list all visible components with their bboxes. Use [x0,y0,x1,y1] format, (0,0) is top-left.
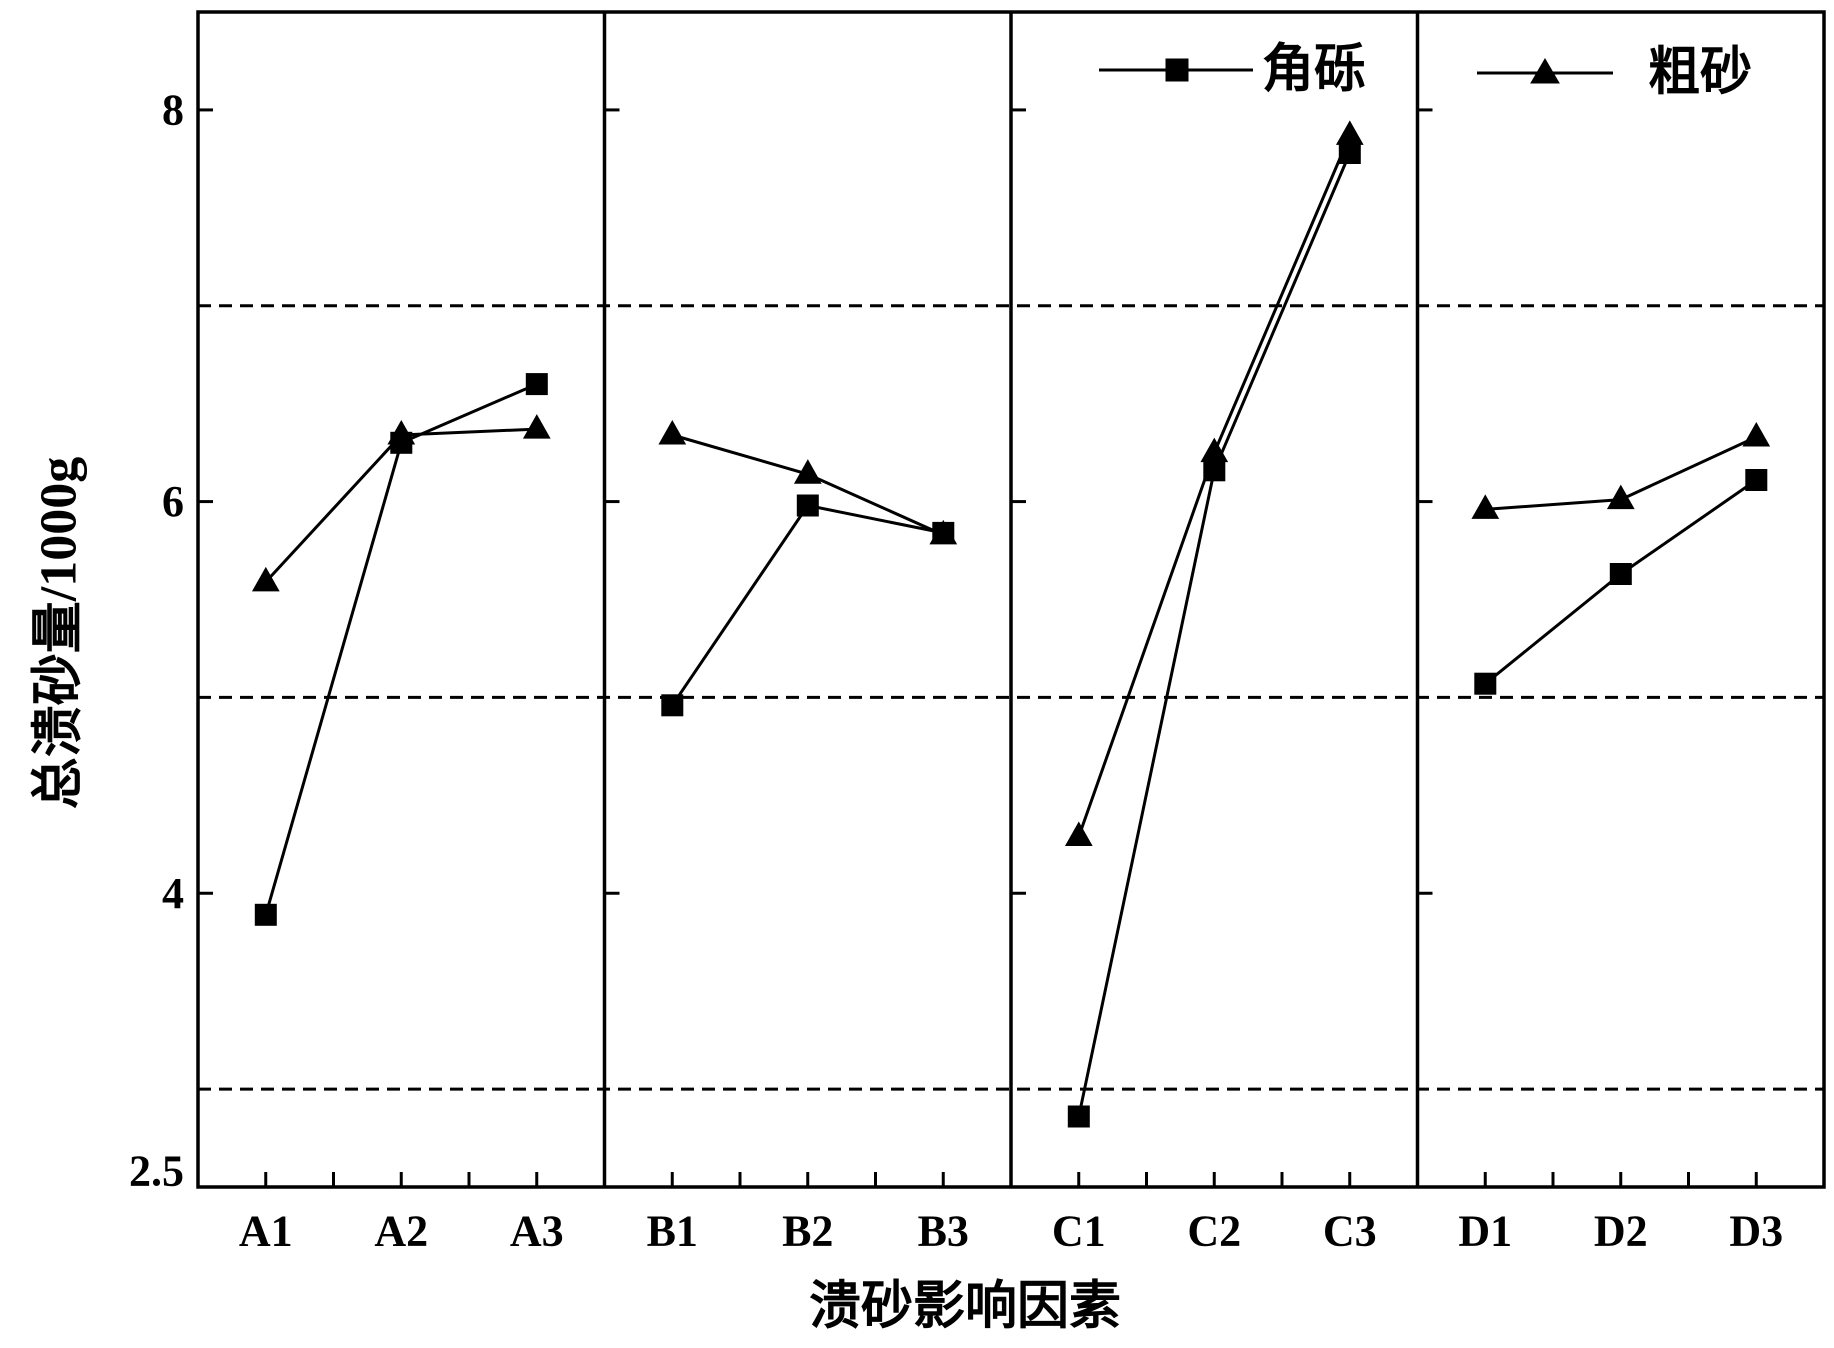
x-tick-label: C3 [1323,1207,1377,1256]
square-data-point [1474,672,1497,695]
x-tick-label: A2 [374,1207,428,1256]
square-data-point [796,494,819,517]
triangle-data-point [1471,494,1500,519]
triangle-data-point [1606,484,1635,510]
y-axis-title: 总溃砂量/1000g [30,457,88,809]
tick-labels: 2.5 4 6 8 A1 A2 A3 B1 B2 B3 C1 C2 C3 D1 D2 D3 [129,85,1783,1255]
plot-axes [196,10,1826,1189]
y-tick-label: 2.5 [129,1147,184,1196]
triangle-data-point [658,419,687,445]
x-tick-label: A3 [510,1207,564,1256]
triangle-data-point [522,414,551,439]
legend-label: 角砾 [1262,41,1366,99]
triangle-data-point [1064,821,1093,846]
square-data-point [1745,469,1768,491]
legend-item-series-1: 角砾 [1099,41,1366,99]
y-tick-label: 6 [162,477,184,526]
square-data-point [254,903,277,926]
dashed-reference-lines [198,304,1824,1091]
x-tick-label: B2 [782,1207,833,1256]
square-data-point [1338,142,1361,164]
legend-label: 粗砂 [1648,44,1752,102]
x-tick-label: D2 [1594,1207,1648,1256]
triangle-data-point [1200,437,1229,463]
x-axis-title: 溃砂影响因素 [809,1278,1121,1336]
x-tick-label: A1 [239,1207,293,1256]
triangle-data-point [929,519,958,545]
square-data-point [661,694,684,717]
triangle-data-point [1742,421,1771,447]
y-tick-label: 8 [162,85,184,134]
legend-item-series-2: 粗砂 [1477,44,1752,102]
square-data-point [1203,459,1226,482]
x-tick-label: C1 [1052,1207,1106,1256]
x-tick-label: D3 [1729,1207,1783,1256]
x-tick-label: D1 [1458,1207,1512,1256]
triangle-data-point [387,419,416,445]
triangle-data-point [251,566,280,592]
square-marker-icon [1165,58,1189,82]
x-tick-label: C2 [1187,1207,1241,1256]
triangle-marker-icon [1530,58,1560,84]
triangle-data-point [793,459,822,484]
square-data-point [525,373,548,396]
triangle-data-point [1335,120,1364,145]
data-series [251,120,1771,1128]
square-data-point [1609,563,1632,585]
x-tick-label: B3 [918,1207,969,1256]
x-tick-label: B1 [647,1207,698,1256]
y-tick-label: 4 [162,869,184,918]
legend: 角砾 粗砂 [1099,41,1752,102]
square-data-point [1067,1105,1090,1128]
